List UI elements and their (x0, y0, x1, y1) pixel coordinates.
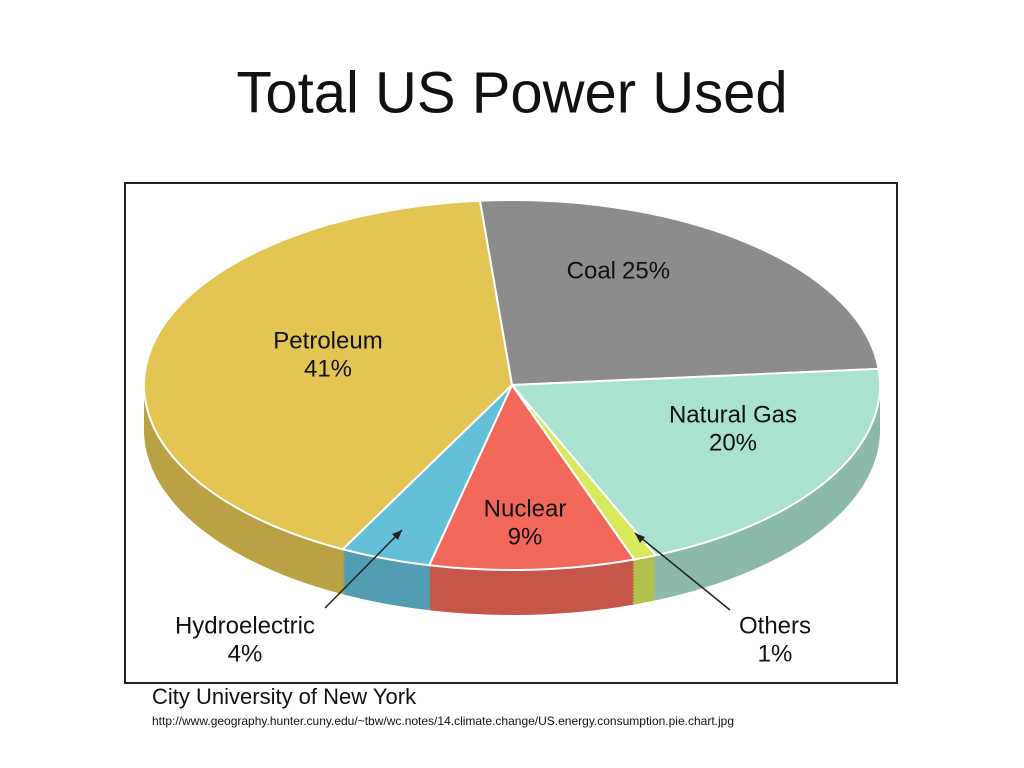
value-label: 41% (304, 355, 352, 382)
slice-label: Nuclear (484, 495, 567, 522)
slice (143, 199, 514, 551)
slice (509, 367, 881, 557)
value-label: 9% (508, 523, 543, 550)
slice-label: Others (739, 612, 811, 639)
source-url: http://www.geography.hunter.cuny.edu/~tb… (152, 714, 734, 728)
slice-label: Hydroelectric (175, 612, 315, 639)
hydro-arrow (324, 529, 403, 609)
others-arrow (634, 532, 731, 611)
source: City University of New York (152, 684, 417, 709)
slice (427, 382, 636, 571)
slice (478, 199, 880, 387)
slice-label: Petroleum (273, 327, 382, 354)
slide-title: Total US Power Used (236, 60, 787, 125)
slice-label: Coal (567, 257, 616, 284)
hydro-arrowhead (392, 530, 402, 540)
slice-label: Natural Gas (669, 401, 797, 428)
others-arrowhead (635, 533, 645, 543)
value-label: 1% (758, 640, 793, 667)
value-label: 20% (709, 429, 757, 456)
value-label: 25% (622, 257, 670, 284)
value-label: 4% (228, 640, 263, 667)
pie (143, 199, 881, 615)
